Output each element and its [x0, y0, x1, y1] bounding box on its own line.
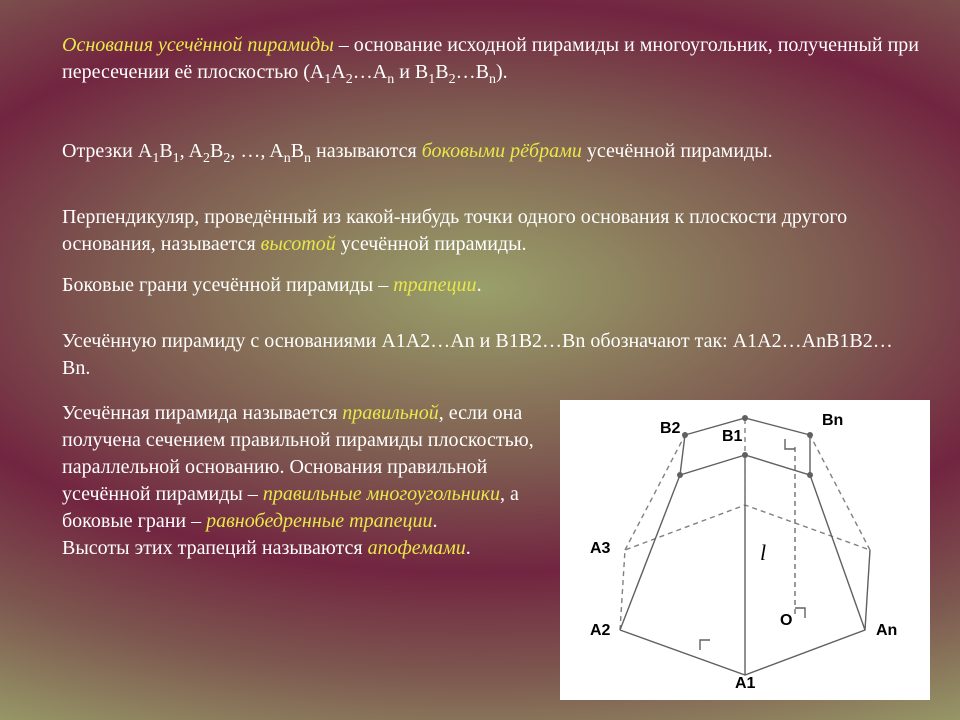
label-a1: A1	[735, 675, 755, 693]
label-a3: A3	[590, 540, 610, 558]
label-an: An	[876, 622, 897, 640]
label-b2: B2	[660, 420, 680, 438]
para-notation: Усечённую пирамиду с основаниями A1A2…An…	[62, 328, 920, 382]
para-trapezoids: Боковые грани усечённой пирамиды – трапе…	[62, 272, 920, 299]
frustum-figure: B2 B1 Bn A3 A2 A1 An O l	[560, 400, 930, 700]
para-edges: Отрезки A1B1, A2B2, …, AnBn называются б…	[62, 138, 920, 165]
term-lateral-edges: боковыми рёбрами	[422, 140, 582, 162]
slide: Основания усечённой пирамиды – основание…	[0, 0, 960, 720]
para-regular: Усечённая пирамида называется правильной…	[62, 400, 550, 562]
label-bn: Bn	[822, 412, 843, 430]
para-bases: Основания усечённой пирамиды – основание…	[62, 32, 920, 86]
term-regular-polygons: правильные многоугольники	[263, 483, 500, 505]
para-height: Перпендикуляр, проведённый из какой-нибу…	[62, 204, 920, 258]
frustum-svg	[560, 400, 930, 700]
term-regular: правильной	[342, 402, 438, 424]
label-o: O	[780, 612, 792, 630]
label-l: l	[760, 540, 766, 566]
term-iso-trap: равнобедренные трапеции	[206, 510, 432, 532]
label-a2: A2	[590, 622, 610, 640]
term-apothem: апофемами	[368, 537, 466, 559]
label-b1: B1	[722, 428, 742, 446]
term-trapezoids: трапеции	[393, 274, 476, 296]
term-bases: Основания усечённой пирамиды	[62, 34, 334, 56]
term-height: высотой	[261, 233, 336, 255]
